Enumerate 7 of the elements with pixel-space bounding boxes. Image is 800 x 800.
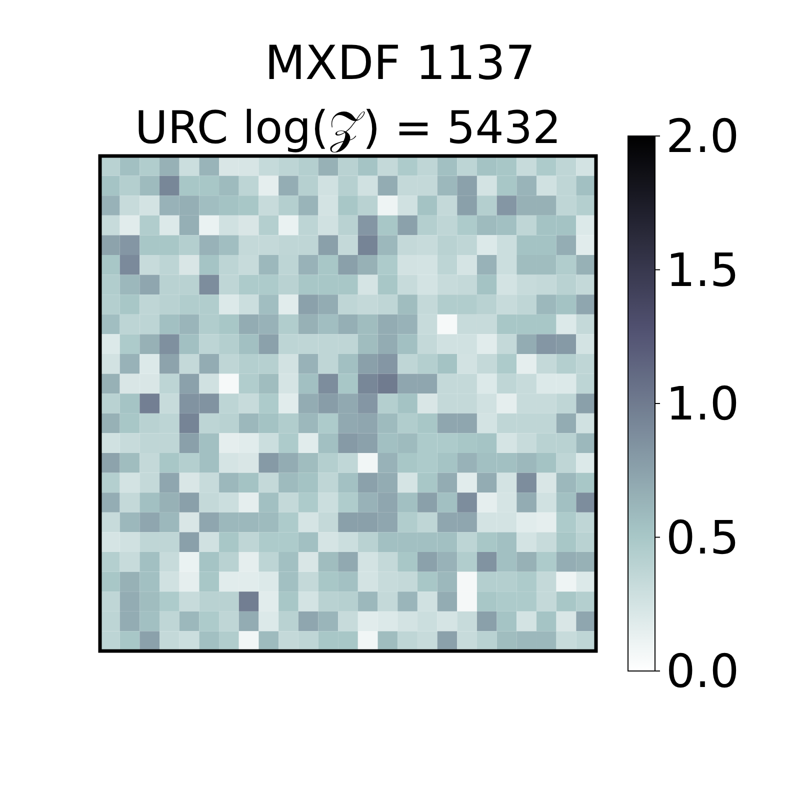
color-bar-label: 0.5 <box>666 510 740 564</box>
chart-title: MXDF 1137 <box>264 36 536 91</box>
color-bar-label: 1.0 <box>666 376 740 430</box>
color-bar-label: 1.5 <box>666 242 740 297</box>
color-bar-label: 2.0 <box>666 109 740 163</box>
chart-subtitle: URC log(𝒵) = 5432 <box>134 101 562 154</box>
color-bar-label: 0.0 <box>666 644 740 698</box>
